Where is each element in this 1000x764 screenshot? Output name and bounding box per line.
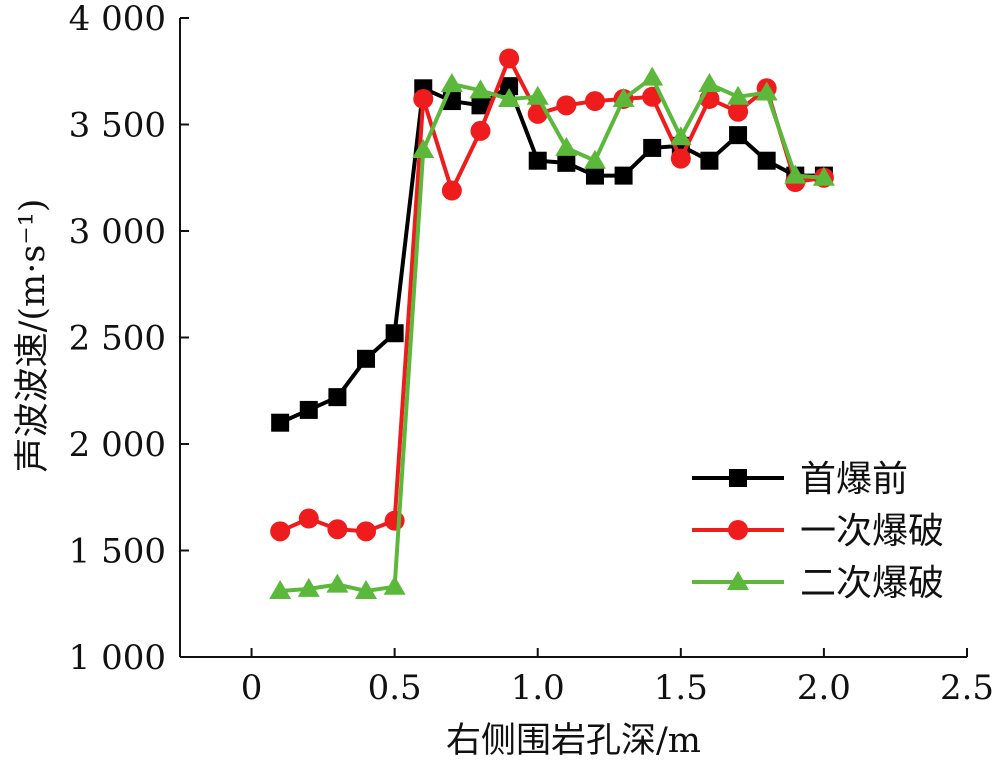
data-point bbox=[757, 151, 776, 170]
data-point bbox=[669, 126, 692, 146]
data-point bbox=[297, 577, 320, 597]
data-point bbox=[326, 573, 349, 593]
x-tick-label: 1.5 bbox=[654, 668, 708, 708]
data-point bbox=[528, 151, 547, 170]
data-point bbox=[556, 95, 577, 116]
y-tick-label: 2 000 bbox=[69, 425, 166, 465]
x-axis-label: 右侧围岩孔深/m bbox=[446, 721, 701, 761]
data-point bbox=[412, 139, 435, 159]
data-point bbox=[413, 88, 434, 109]
y-axis-label: 声波波速/(m·s⁻¹) bbox=[13, 199, 53, 473]
data-point bbox=[383, 575, 406, 595]
data-point bbox=[471, 96, 490, 115]
y-tick-label: 1 500 bbox=[69, 532, 166, 572]
x-tick-label: 0 bbox=[241, 668, 263, 708]
data-point bbox=[498, 87, 521, 107]
series-layer bbox=[269, 48, 835, 599]
legend-marker bbox=[727, 571, 749, 590]
data-point bbox=[470, 120, 491, 141]
data-point bbox=[670, 148, 691, 169]
data-point bbox=[555, 136, 578, 156]
data-point bbox=[328, 388, 347, 407]
data-point bbox=[271, 413, 290, 432]
x-tick-label: 2.5 bbox=[940, 668, 994, 708]
data-point bbox=[357, 349, 376, 368]
x-tick-label: 2.0 bbox=[797, 668, 851, 708]
axes: 1 000 1 500 2 000 2 500 3 000 3 500 4 000 0 0.5 1… bbox=[69, 0, 994, 708]
data-point bbox=[440, 73, 463, 93]
legend-marker bbox=[729, 469, 747, 487]
x-tick-label: 0.5 bbox=[368, 668, 422, 708]
data-point bbox=[557, 153, 576, 172]
y-tick-label: 1 000 bbox=[69, 638, 166, 678]
data-point bbox=[643, 138, 662, 157]
data-point bbox=[755, 81, 778, 101]
data-point bbox=[584, 91, 605, 112]
data-point bbox=[441, 180, 462, 201]
legend-marker bbox=[728, 520, 748, 540]
data-point bbox=[784, 164, 807, 184]
series-line bbox=[280, 74, 825, 594]
data-point bbox=[356, 521, 377, 542]
data-point bbox=[729, 126, 748, 145]
data-point bbox=[641, 66, 664, 86]
y-tick-label: 2 500 bbox=[69, 319, 166, 359]
legend-label: 首爆前 bbox=[800, 459, 908, 500]
data-point bbox=[500, 77, 519, 96]
data-point bbox=[583, 149, 606, 169]
series-1 bbox=[271, 77, 833, 432]
y-tick-label: 3 000 bbox=[69, 212, 166, 252]
data-point bbox=[355, 579, 378, 599]
data-point bbox=[269, 579, 292, 599]
data-point bbox=[614, 166, 633, 185]
series-3 bbox=[269, 66, 835, 599]
y-tick-label: 4 000 bbox=[69, 0, 166, 39]
legend-label: 一次爆破 bbox=[800, 511, 944, 552]
data-point bbox=[270, 521, 291, 542]
data-point bbox=[698, 73, 721, 93]
y-tick-label: 3 500 bbox=[69, 106, 166, 146]
data-point bbox=[469, 79, 492, 99]
data-point bbox=[612, 87, 635, 107]
legend-label: 二次爆破 bbox=[800, 563, 944, 604]
data-point bbox=[526, 85, 549, 105]
data-point bbox=[299, 400, 318, 419]
data-point bbox=[298, 508, 319, 529]
data-point bbox=[499, 48, 520, 69]
data-point bbox=[385, 324, 404, 343]
data-point bbox=[327, 519, 348, 540]
data-point bbox=[384, 510, 405, 531]
data-point bbox=[812, 166, 835, 186]
x-tick-label: 1.0 bbox=[511, 668, 565, 708]
data-point bbox=[585, 166, 604, 185]
data-point bbox=[727, 85, 750, 105]
data-point bbox=[700, 151, 719, 170]
data-point bbox=[728, 101, 749, 122]
